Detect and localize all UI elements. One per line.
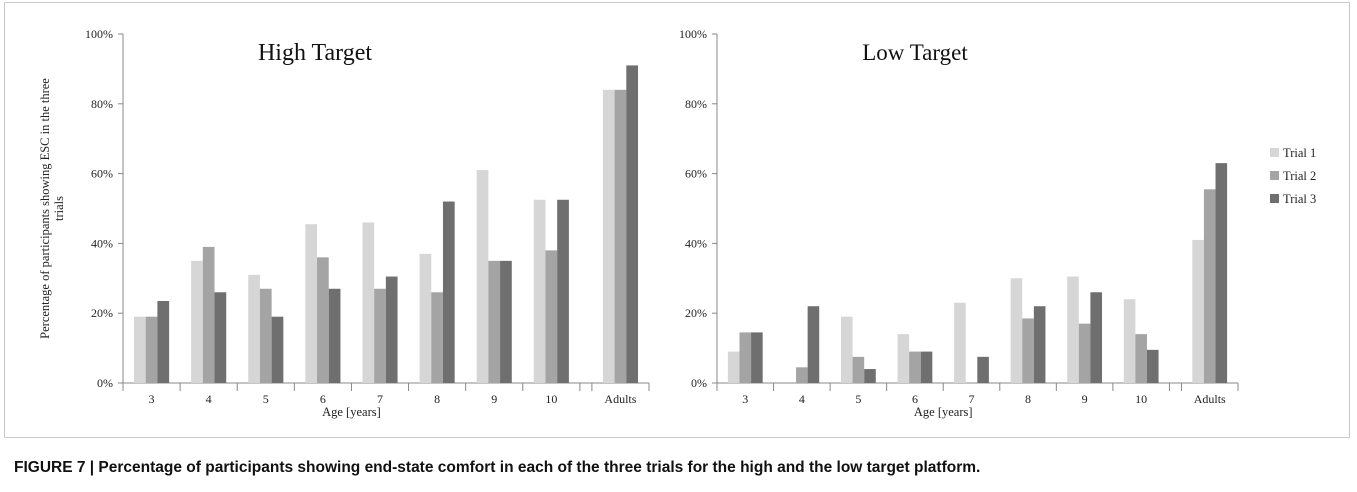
high-target-x-axis-title: Age [years] — [322, 405, 381, 419]
high-target-bar-trial-2-3 — [145, 316, 158, 383]
high-target-bar-trial-1-10 — [533, 199, 546, 383]
low-target-bar-trial-2-6 — [909, 351, 921, 383]
high-target-bar-trial-1-6 — [305, 224, 318, 383]
high-target-y-tick-label: 0% — [97, 376, 113, 390]
low-target-x-tick-label: 10 — [1135, 392, 1147, 406]
high-target-bar-trial-3-9 — [500, 260, 512, 383]
legend-label-trial-2: Trial 2 — [1283, 169, 1316, 183]
high-target-title: High Target — [258, 40, 372, 66]
low-target-x-tick-label: 8 — [1025, 392, 1031, 406]
figure-frame: High Target 0% 20% 40% 60% 80% 100% 3 4 5 6 7 8 9 10 Ad… — [4, 2, 1350, 438]
low-target-y-tick-label: 80% — [685, 97, 707, 111]
high-target-bar-trial-2-4 — [202, 246, 215, 383]
high-target-bar-trial-3-5 — [271, 316, 284, 383]
high-target-bar-trial-2-6 — [317, 257, 329, 383]
low-target-y-tick-label: 0% — [691, 376, 707, 390]
low-target-bar-trial-1-8 — [1010, 278, 1023, 383]
low-target-bar-trial-3-8 — [1033, 306, 1046, 383]
high-target-bar-trial-1-5 — [248, 274, 260, 383]
high-target-bar-trial-2-7 — [374, 288, 386, 383]
low-target-bar-trial-2-4 — [796, 367, 808, 383]
low-target-bar-trial-1-3 — [727, 351, 740, 383]
high-target-bar-trial-1-9 — [476, 170, 489, 383]
legend-label-trial-1: Trial 1 — [1283, 146, 1316, 160]
low-target-bar-trial-3-9 — [1090, 292, 1103, 383]
low-target-bar-trial-2-8 — [1022, 318, 1034, 383]
low-target-title: Low Target — [862, 40, 968, 65]
high-target-bar-trial-3-3 — [157, 300, 170, 383]
high-target-bar-trial-1-7 — [362, 222, 375, 383]
high-target-bar-trial-2-5 — [259, 288, 272, 383]
low-target-bar-trial-3-3 — [751, 332, 763, 383]
low-target-bar-trial-3-adults — [1215, 163, 1228, 383]
high-target-y-tick-label: 80% — [91, 97, 113, 111]
low-target-y-tick-label: 20% — [685, 306, 707, 320]
high-target-bar-trial-2-10 — [545, 250, 558, 383]
high-target-y-axis-title-line-2: trials — [52, 196, 66, 221]
high-target-bar-trial-2-8 — [431, 292, 443, 383]
high-target-bar-trial-3-7 — [385, 276, 398, 383]
low-target-bar-trial-2-3 — [739, 332, 752, 383]
high-target-bar-trial-3-10 — [557, 199, 569, 383]
high-target-y-axis-title-line-1: Percentage of participants showing ESC i… — [38, 78, 52, 339]
high-target-bar-trial-1-3 — [133, 316, 146, 383]
low-target-bar-trial-2-10 — [1135, 334, 1147, 383]
low-target-bar-trial-3-10 — [1146, 349, 1159, 383]
high-target-bar-trial-3-adults — [626, 65, 639, 383]
high-target-bar-trial-1-adults — [602, 89, 615, 383]
low-target-bar-trial-3-4 — [807, 306, 820, 383]
low-target-bar-trial-1-9 — [1067, 276, 1079, 383]
high-target-bar-trial-1-8 — [419, 253, 432, 383]
low-target-bar-trial-1-5 — [840, 316, 853, 383]
high-target-x-tick-label: 9 — [491, 392, 497, 406]
high-target-y-tick-label: 20% — [91, 306, 113, 320]
low-target-bar-trial-1-10 — [1123, 299, 1136, 383]
high-target-x-tick-label: 3 — [149, 392, 155, 406]
low-target-bar-trial-2-5 — [852, 356, 865, 383]
high-target-bar-trial-3-4 — [214, 292, 227, 383]
high-target-y-tick-label: 60% — [91, 167, 113, 181]
low-target-x-tick-label: Adults — [1194, 392, 1226, 406]
low-target-x-tick-label: 9 — [1082, 392, 1088, 406]
high-target-y-tick-label: 40% — [91, 236, 113, 250]
low-target-x-axis-title: Age [years] — [914, 405, 973, 419]
low-target-bar-trial-1-6 — [897, 334, 910, 383]
high-target-bar-trial-3-6 — [328, 288, 341, 383]
low-target-x-tick-label: 7 — [969, 392, 975, 406]
low-target-bar-trial-1-adults — [1192, 239, 1204, 383]
high-target-bar-trial-2-9 — [488, 260, 501, 383]
high-target-x-tick-label: 5 — [263, 392, 269, 406]
low-target-bar-trial-3-7 — [977, 356, 989, 383]
high-target-bar-trial-1-4 — [191, 260, 203, 383]
low-target-y-tick-label: 60% — [685, 167, 707, 181]
low-target-x-tick-label: 5 — [855, 392, 861, 406]
high-target-x-tick-label: 4 — [206, 392, 212, 406]
high-target-bar-trial-3-8 — [442, 201, 455, 383]
low-target-x-tick-label: 6 — [912, 392, 918, 406]
high-target-x-tick-label: 10 — [545, 392, 557, 406]
low-target-bar-trial-1-7 — [954, 302, 966, 383]
high-target-x-tick-label: 7 — [377, 392, 383, 406]
high-target-x-tick-label: Adults — [604, 392, 636, 406]
high-target-x-tick-label: 6 — [320, 392, 326, 406]
low-target-bar-trial-2-adults — [1203, 189, 1216, 383]
low-target-x-tick-label: 4 — [799, 392, 805, 406]
low-target-bar-trial-3-5 — [864, 369, 876, 383]
legend-swatch-trial-2 — [1270, 171, 1279, 180]
high-target-x-tick-label: 8 — [434, 392, 440, 406]
high-target-bar-trial-2-adults — [614, 89, 627, 383]
legend-label-trial-3: Trial 3 — [1283, 192, 1316, 206]
legend-swatch-trial-1 — [1270, 148, 1279, 157]
low-target-bar-trial-3-6 — [920, 351, 933, 383]
legend-swatch-trial-3 — [1270, 194, 1279, 203]
low-target-y-tick-label: 100% — [679, 27, 707, 41]
high-target-y-tick-label: 100% — [85, 27, 113, 41]
figure-caption: FIGURE 7 | Percentage of participants sh… — [14, 459, 981, 476]
low-target-y-tick-label: 40% — [685, 236, 707, 250]
low-target-x-tick-label: 3 — [742, 392, 748, 406]
low-target-bar-trial-2-9 — [1078, 323, 1091, 383]
